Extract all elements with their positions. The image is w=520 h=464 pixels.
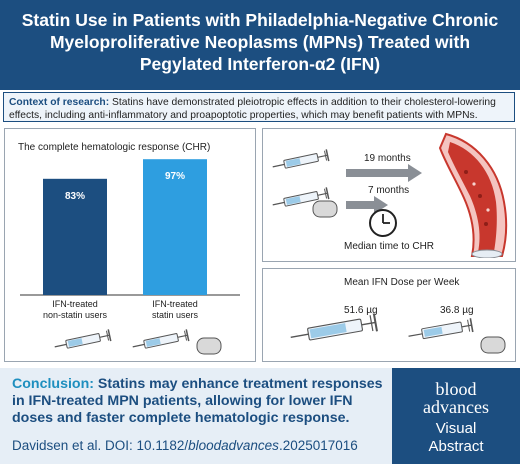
syringe-icon <box>272 149 330 169</box>
context-label: Context of research: <box>9 97 110 108</box>
chr-bar-non-statin <box>43 178 107 295</box>
logo-line-blood: blood <box>435 379 477 399</box>
syringe-icon <box>132 329 190 349</box>
syringe-icon <box>54 329 112 349</box>
chr-x-label-non-statin-line1: IFN-treated <box>52 299 98 309</box>
chr-x-label-non-statin: IFN-treated non-statin users <box>40 299 110 321</box>
chr-x-label-statin: IFN-treated statin users <box>140 299 210 321</box>
citation: Davidsen et al. DOI: 10.1182/bloodadvanc… <box>12 438 358 453</box>
logo-line-advances: advances <box>423 397 489 417</box>
arrow-right-icon <box>346 196 388 214</box>
pill-icon <box>312 200 338 218</box>
title-banner: Statin Use in Patients with Philadelphia… <box>0 0 520 90</box>
blood-advances-logo: blood advances Visual Abstract <box>392 368 520 464</box>
citation-suffix: .2025017016 <box>278 438 358 453</box>
pill-icon <box>196 337 222 355</box>
chr-bar-value-statin: 97% <box>164 171 185 183</box>
logo-line-abstract: Abstract <box>428 438 484 455</box>
conclusion-text: Statins may enhance treatment responses … <box>12 376 383 426</box>
time-row-label-short: 7 months <box>368 185 410 196</box>
chr-x-label-statin-line1: IFN-treated <box>152 299 198 309</box>
conclusion-text-block: Conclusion: Statins may enhance treatmen… <box>12 376 384 427</box>
chr-chart-title: The complete hematologic response (CHR) <box>18 142 211 153</box>
pill-icon <box>480 336 506 354</box>
median-time-caption: Median time to CHR <box>344 241 435 252</box>
page-title: Statin Use in Patients with Philadelphia… <box>21 10 499 74</box>
blood-vessel-icon <box>438 132 508 258</box>
arrow-right-icon <box>346 164 422 182</box>
syringe-large-icon <box>290 313 378 341</box>
syringe-small-icon <box>408 318 474 340</box>
logo-line-visual: Visual <box>435 420 477 437</box>
chr-bar-statin <box>143 159 207 295</box>
conclusion-box: Conclusion: Statins may enhance treatmen… <box>0 368 392 464</box>
citation-journal: bloodadvances <box>188 438 279 453</box>
time-row-label-long: 19 months <box>364 153 411 164</box>
context-text: Statins have demonstrated pleiotropic ef… <box>9 97 496 121</box>
syringe-icon <box>272 187 330 207</box>
conclusion-label: Conclusion: <box>12 376 94 392</box>
chr-bar-value-non-statin: 83% <box>64 190 85 202</box>
dose-panel <box>262 268 516 362</box>
logo-line-visual-abstract: Visual Abstract <box>402 420 510 456</box>
clock-icon <box>369 209 397 237</box>
context-box: Context of research: Statins have demons… <box>3 92 515 122</box>
dose-value-non-statin: 51.6 µg <box>344 305 378 316</box>
citation-prefix: Davidsen et al. DOI: 10.1182/ <box>12 438 189 453</box>
chr-x-label-non-statin-line2: non-statin users <box>42 310 108 320</box>
dose-panel-title: Mean IFN Dose per Week <box>344 277 460 288</box>
chr-x-label-statin-line2: statin users <box>151 310 199 320</box>
dose-value-statin: 36.8 µg <box>440 305 474 316</box>
